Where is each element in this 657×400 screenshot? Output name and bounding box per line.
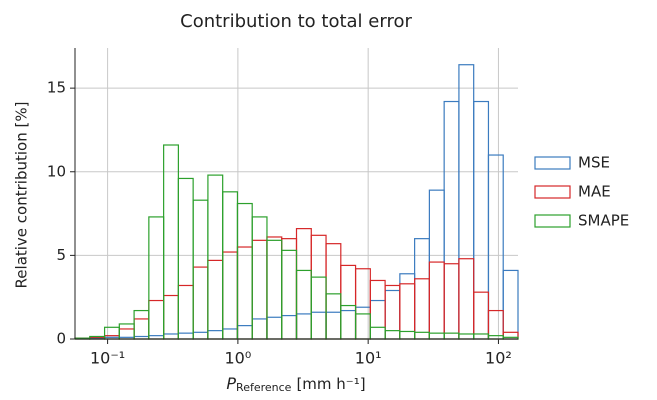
histogram-bar [236, 202, 253, 340]
histogram-bar [207, 174, 224, 340]
histogram-bar [325, 243, 342, 340]
histogram-bar [487, 309, 504, 340]
histogram-bar [443, 100, 460, 340]
histogram-bar [369, 279, 386, 340]
histogram-bar [310, 276, 327, 340]
x-tick-label: 10¹ [355, 349, 382, 368]
legend-swatch [534, 156, 571, 170]
histogram-bar [148, 216, 165, 340]
histogram-bar [310, 311, 327, 340]
histogram-bar [399, 283, 416, 340]
histogram-bar [281, 249, 298, 340]
histogram-bar [340, 309, 357, 340]
histogram-bar [428, 261, 445, 340]
histogram-bar [325, 311, 342, 340]
histogram-bar [163, 144, 179, 340]
legend-swatch [534, 214, 571, 228]
y-axis-label: Relative contribution [%] [13, 102, 31, 289]
histogram-bar [414, 238, 430, 340]
histogram-bar [133, 309, 150, 340]
histogram-bar [428, 189, 445, 340]
histogram-bar [384, 289, 401, 340]
x-axis-label: PReference [mm h⁻¹] [226, 374, 365, 395]
y-tick-label: 5 [56, 246, 66, 264]
histogram-bar [222, 191, 239, 340]
histogram-bar [207, 330, 224, 340]
histogram-bar [369, 299, 386, 340]
legend-label: MAE [578, 183, 611, 201]
histogram-bar [458, 333, 475, 340]
histogram-bar [399, 330, 416, 340]
histogram-bar [340, 264, 357, 340]
histogram-bar [414, 331, 430, 340]
histogram-bar [428, 332, 445, 340]
histogram-bar [251, 216, 268, 340]
histogram-bar [251, 318, 268, 340]
y-tick-label: 0 [56, 330, 66, 348]
x-tick-label: 10⁰ [224, 349, 251, 368]
histogram-bar [222, 251, 239, 340]
histogram-bar [473, 333, 490, 340]
histogram-bar [163, 333, 179, 340]
histogram-bar [177, 284, 194, 340]
histogram-bar [502, 331, 519, 340]
histogram-bar [487, 335, 504, 340]
histogram-bar [458, 258, 475, 340]
y-tick-label: 15 [47, 79, 66, 97]
x-tick-label: 10⁻¹ [90, 349, 125, 368]
histogram-bar [502, 269, 519, 340]
histogram-bar [443, 332, 460, 340]
histogram-bar [369, 326, 386, 340]
histogram-bar [222, 328, 239, 340]
histogram-bar [310, 234, 327, 340]
histogram-bar [177, 177, 194, 340]
histogram-bar [192, 266, 209, 340]
histogram-bar [325, 293, 342, 340]
histogram-bar [295, 228, 312, 340]
x-label-subscript: Reference [236, 381, 292, 394]
histogram-bar [207, 259, 224, 340]
histogram-bar [384, 330, 401, 340]
histogram-bar [177, 332, 194, 340]
histogram-bar [266, 316, 283, 340]
x-label-symbol: P [226, 374, 236, 393]
histogram-bar [443, 263, 460, 340]
histogram-bar [473, 291, 490, 340]
histogram-bar [473, 100, 490, 340]
legend-label: MSE [578, 154, 610, 172]
chart-title: Contribution to total error [180, 11, 412, 32]
legend-label: SMAPE [578, 212, 629, 230]
histogram-bar [192, 331, 209, 340]
histogram-bar [236, 325, 253, 340]
histogram-bar [148, 299, 165, 340]
histogram-bar [414, 278, 430, 340]
y-tick-label: 10 [47, 162, 66, 180]
histogram-bar [295, 313, 312, 340]
legend-swatch [534, 185, 571, 199]
histogram-bar [281, 238, 298, 340]
histogram-bar [281, 314, 298, 340]
histogram-bar [295, 269, 312, 340]
x-label-unit: [mm h⁻¹] [296, 375, 365, 393]
histogram-bar [266, 236, 283, 340]
histogram-bar [458, 64, 475, 340]
histogram-bar [192, 199, 209, 340]
x-tick-label: 10² [485, 349, 512, 368]
histogram-bar [487, 154, 504, 340]
histogram-bar [163, 294, 179, 340]
